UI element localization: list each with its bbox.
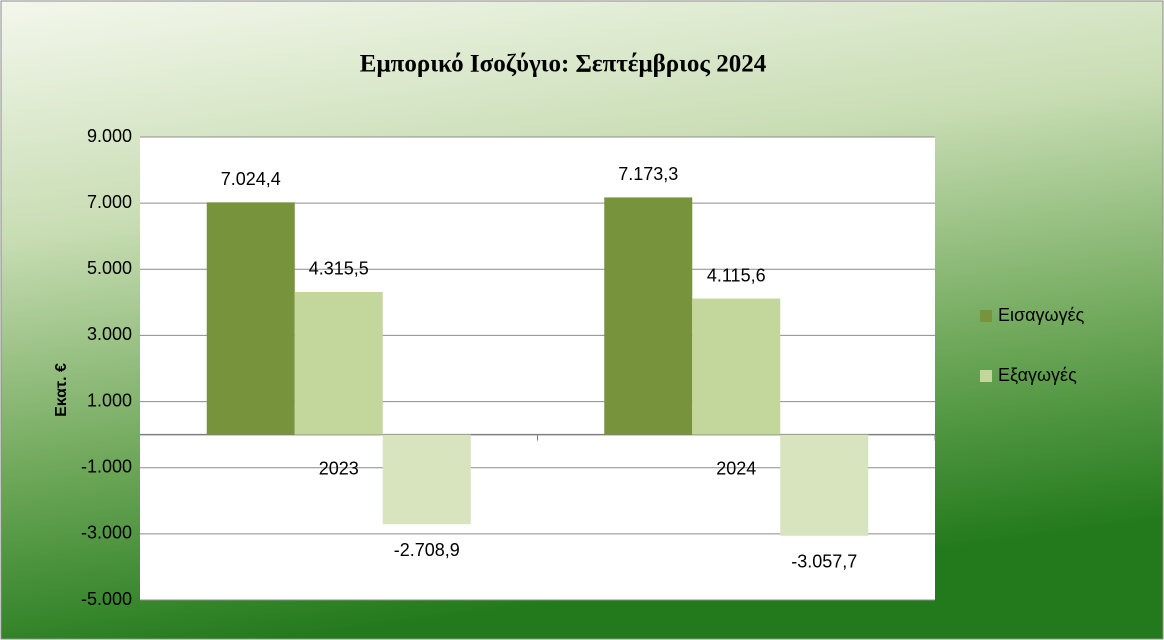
legend-label: Εξαγωγές [998,365,1077,385]
legend-swatch [980,310,992,322]
x-tick-label: 2024 [716,458,756,478]
y-tick-label: 5.000 [87,258,132,278]
data-label: 4.115,6 [707,265,766,285]
chart-title: Εμπορικό Ισοζύγιο: Σεπτέμβριος 2024 [360,51,767,78]
y-tick-label: 1.000 [87,390,132,410]
legend-label: Εισαγωγές [998,305,1085,325]
y-tick-label: 9.000 [87,126,132,146]
data-label: 7.173,3 [618,164,678,184]
bar [294,291,383,435]
bar [382,434,471,525]
bar [604,197,693,435]
y-tick-label: 3.000 [87,324,132,344]
data-label: -3.057,7 [791,552,857,572]
bar [692,298,781,435]
y-tick-label: 7.000 [87,192,132,212]
y-tick-label: -5.000 [81,589,132,609]
y-axis-label: Εκατ. € [53,363,70,417]
data-label: -2.708,9 [394,540,460,560]
y-tick-label: -3.000 [81,523,132,543]
x-tick-label: 2023 [319,458,359,478]
data-label: 4.315,5 [309,259,369,279]
bar [206,202,295,435]
legend-swatch [980,370,992,382]
bar [780,434,869,536]
y-tick-label: -1.000 [81,456,132,476]
data-label: 7.024,4 [221,169,281,189]
